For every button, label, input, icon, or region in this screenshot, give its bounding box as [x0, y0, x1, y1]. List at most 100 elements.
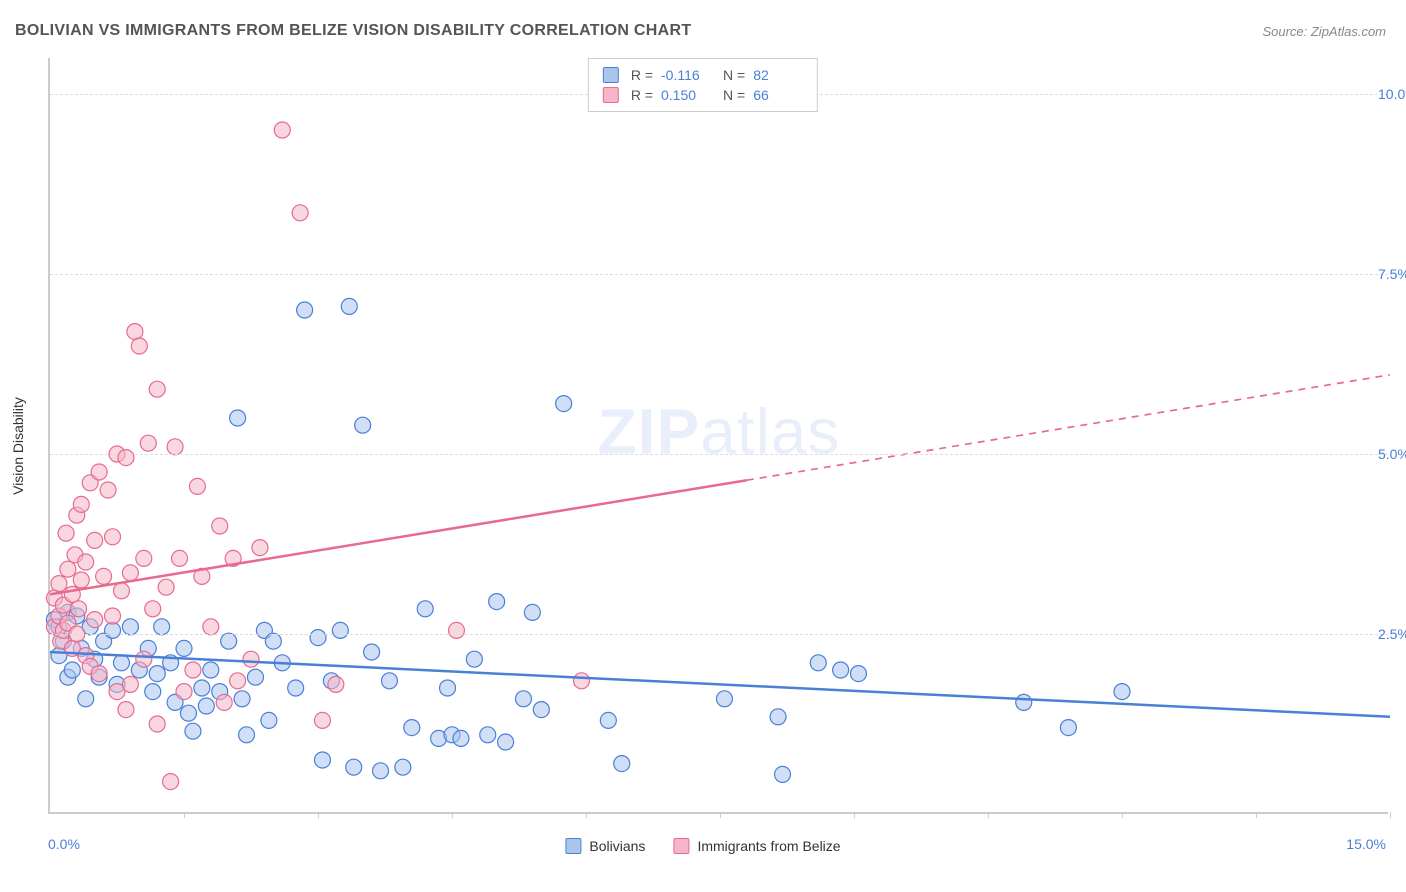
scatter-point: [600, 712, 616, 728]
scatter-point: [404, 720, 420, 736]
scatter-point: [176, 640, 192, 656]
scatter-point: [833, 662, 849, 678]
x-axis-min-label: 0.0%: [48, 836, 80, 852]
series-swatch: [603, 87, 619, 103]
scatter-point: [118, 450, 134, 466]
r-label: R =: [631, 67, 653, 83]
y-axis-label: Vision Disability: [10, 397, 26, 495]
scatter-point: [453, 730, 469, 746]
scatter-point: [100, 482, 116, 498]
x-tick: [452, 812, 453, 818]
scatter-point: [230, 673, 246, 689]
scatter-point: [230, 410, 246, 426]
scatter-point: [122, 676, 138, 692]
scatter-point: [122, 619, 138, 635]
scatter-point: [850, 666, 866, 682]
scatter-point: [440, 680, 456, 696]
n-value: 82: [753, 67, 803, 83]
scatter-point: [395, 759, 411, 775]
y-tick-label: 10.0%: [1378, 86, 1406, 102]
r-value: 0.150: [661, 87, 711, 103]
scatter-point: [310, 630, 326, 646]
scatter-point: [381, 673, 397, 689]
scatter-point: [185, 723, 201, 739]
scatter-point: [176, 684, 192, 700]
y-tick-label: 5.0%: [1378, 446, 1406, 462]
scatter-point: [158, 579, 174, 595]
scatter-point: [515, 691, 531, 707]
scatter-point: [122, 565, 138, 581]
stats-legend-box: R =-0.116N =82R =0.150N =66: [588, 58, 818, 112]
gridline: [50, 454, 1388, 455]
x-tick: [720, 812, 721, 818]
scatter-point: [203, 662, 219, 678]
scatter-point: [189, 478, 205, 494]
chart-title: BOLIVIAN VS IMMIGRANTS FROM BELIZE VISIO…: [15, 22, 691, 40]
scatter-point: [328, 676, 344, 692]
x-tick: [184, 812, 185, 818]
scatter-point: [247, 669, 263, 685]
series-name: Immigrants from Belize: [697, 838, 840, 854]
scatter-point: [60, 561, 76, 577]
scatter-point: [314, 752, 330, 768]
x-legend-item: Bolivians: [565, 838, 645, 854]
scatter-point: [78, 691, 94, 707]
scatter-point: [203, 619, 219, 635]
stats-row: R =0.150N =66: [603, 85, 803, 105]
scatter-point: [91, 666, 107, 682]
source-credit: Source: ZipAtlas.com: [1262, 24, 1386, 39]
scatter-point: [127, 324, 143, 340]
scatter-point: [87, 532, 103, 548]
scatter-point: [243, 651, 259, 667]
scatter-point: [167, 439, 183, 455]
n-label: N =: [723, 67, 745, 83]
scatter-point: [180, 705, 196, 721]
scatter-point: [149, 381, 165, 397]
y-tick-label: 7.5%: [1378, 266, 1406, 282]
scatter-svg: [50, 58, 1388, 812]
scatter-point: [480, 727, 496, 743]
scatter-point: [341, 298, 357, 314]
x-tick: [318, 812, 319, 818]
scatter-point: [1016, 694, 1032, 710]
scatter-point: [91, 464, 107, 480]
n-value: 66: [753, 87, 803, 103]
scatter-point: [292, 205, 308, 221]
scatter-point: [105, 529, 121, 545]
scatter-point: [355, 417, 371, 433]
series-swatch: [673, 838, 689, 854]
series-swatch: [565, 838, 581, 854]
scatter-point: [775, 766, 791, 782]
x-legend-item: Immigrants from Belize: [673, 838, 840, 854]
scatter-point: [131, 338, 147, 354]
scatter-point: [448, 622, 464, 638]
scatter-point: [373, 763, 389, 779]
scatter-point: [574, 673, 590, 689]
scatter-point: [154, 619, 170, 635]
r-label: R =: [631, 87, 653, 103]
scatter-point: [466, 651, 482, 667]
scatter-point: [239, 727, 255, 743]
scatter-point: [145, 601, 161, 617]
scatter-point: [87, 612, 103, 628]
scatter-point: [212, 518, 228, 534]
scatter-point: [136, 651, 152, 667]
x-tick: [586, 812, 587, 818]
scatter-point: [364, 644, 380, 660]
scatter-point: [314, 712, 330, 728]
trend-line-solid: [50, 480, 747, 594]
scatter-point: [274, 122, 290, 138]
scatter-point: [194, 680, 210, 696]
scatter-point: [145, 684, 161, 700]
scatter-point: [105, 608, 121, 624]
r-value: -0.116: [661, 67, 711, 83]
gridline: [50, 274, 1388, 275]
x-tick: [1122, 812, 1123, 818]
scatter-point: [105, 622, 121, 638]
scatter-point: [64, 662, 80, 678]
scatter-point: [524, 604, 540, 620]
scatter-point: [172, 550, 188, 566]
series-swatch: [603, 67, 619, 83]
scatter-point: [113, 655, 129, 671]
x-tick: [1390, 812, 1391, 818]
